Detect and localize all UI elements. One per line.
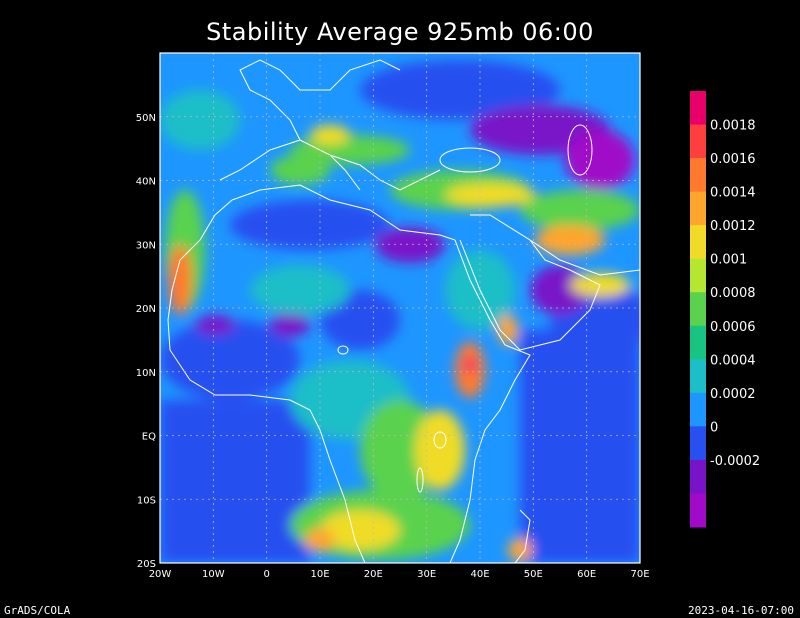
colorbar-swatch — [690, 191, 706, 226]
colorbar-label: 0.0006 — [710, 320, 756, 335]
lon-tick-label: 20E — [364, 569, 383, 580]
colorbar-label: 0.0016 — [710, 152, 756, 167]
colorbar-label: 0.0004 — [710, 353, 756, 368]
lon-tick-label: 30E — [417, 569, 436, 580]
lon-tick-label: 20W — [149, 569, 172, 580]
lat-tick-label: 40N — [136, 177, 156, 188]
colorbar-swatch — [690, 493, 706, 528]
map-gridlines — [160, 53, 640, 563]
lon-tick-label: 70E — [630, 569, 649, 580]
lat-tick-label: 50N — [136, 113, 156, 124]
lat-tick-label: 20S — [137, 559, 156, 570]
colorbar-swatch — [690, 359, 706, 394]
colorbar-swatch — [690, 258, 706, 293]
colorbar-swatch — [690, 426, 706, 461]
colorbar-label: 0 — [710, 420, 718, 435]
map-frame — [159, 52, 641, 564]
lat-tick-label: 10S — [137, 495, 156, 506]
lon-tick-label: 10E — [310, 569, 329, 580]
colorbar-swatch — [690, 225, 706, 260]
colorbar-swatch — [690, 158, 706, 193]
colorbar-label: 0.0002 — [710, 387, 756, 402]
colorbar-swatch — [690, 124, 706, 159]
colorbar-label: 0.0012 — [710, 219, 756, 234]
map-title: Stability Average 925mb 06:00 — [206, 18, 594, 46]
lon-tick-label: 60E — [577, 569, 596, 580]
colorbar-swatch — [690, 459, 706, 494]
colorbar-swatch — [690, 91, 706, 126]
colorbar-swatch — [690, 392, 706, 427]
coastlines — [167, 59, 640, 563]
lat-tick-label: EQ — [142, 432, 156, 443]
colorbar-swatch — [690, 325, 706, 360]
colorbar-label: 0.0008 — [710, 286, 756, 301]
colorbar-swatch — [690, 292, 706, 327]
colorbar-label: 0.0018 — [710, 119, 756, 134]
colorbar: 0.0018 0.0016 0.0014 0.0012 0.001 0.0008 0.000… — [690, 91, 760, 528]
lon-tick-label: 50E — [524, 569, 543, 580]
lat-tick-label: 30N — [136, 240, 156, 251]
lon-tick-label: 40E — [470, 569, 489, 580]
lon-tick-label: 10W — [202, 569, 225, 580]
colorbar-label: 0.001 — [710, 253, 747, 268]
lat-tick-label: 10N — [136, 368, 156, 379]
footer-timestamp: 2023-04-16-07:00 — [688, 604, 794, 617]
footer-credit: GrADS/COLA — [4, 604, 71, 617]
lat-tick-label: 20N — [136, 304, 156, 315]
colorbar-label: 0.0014 — [710, 186, 756, 201]
colorbar-label: -0.0002 — [710, 454, 760, 469]
lon-tick-label: 0 — [263, 569, 269, 580]
